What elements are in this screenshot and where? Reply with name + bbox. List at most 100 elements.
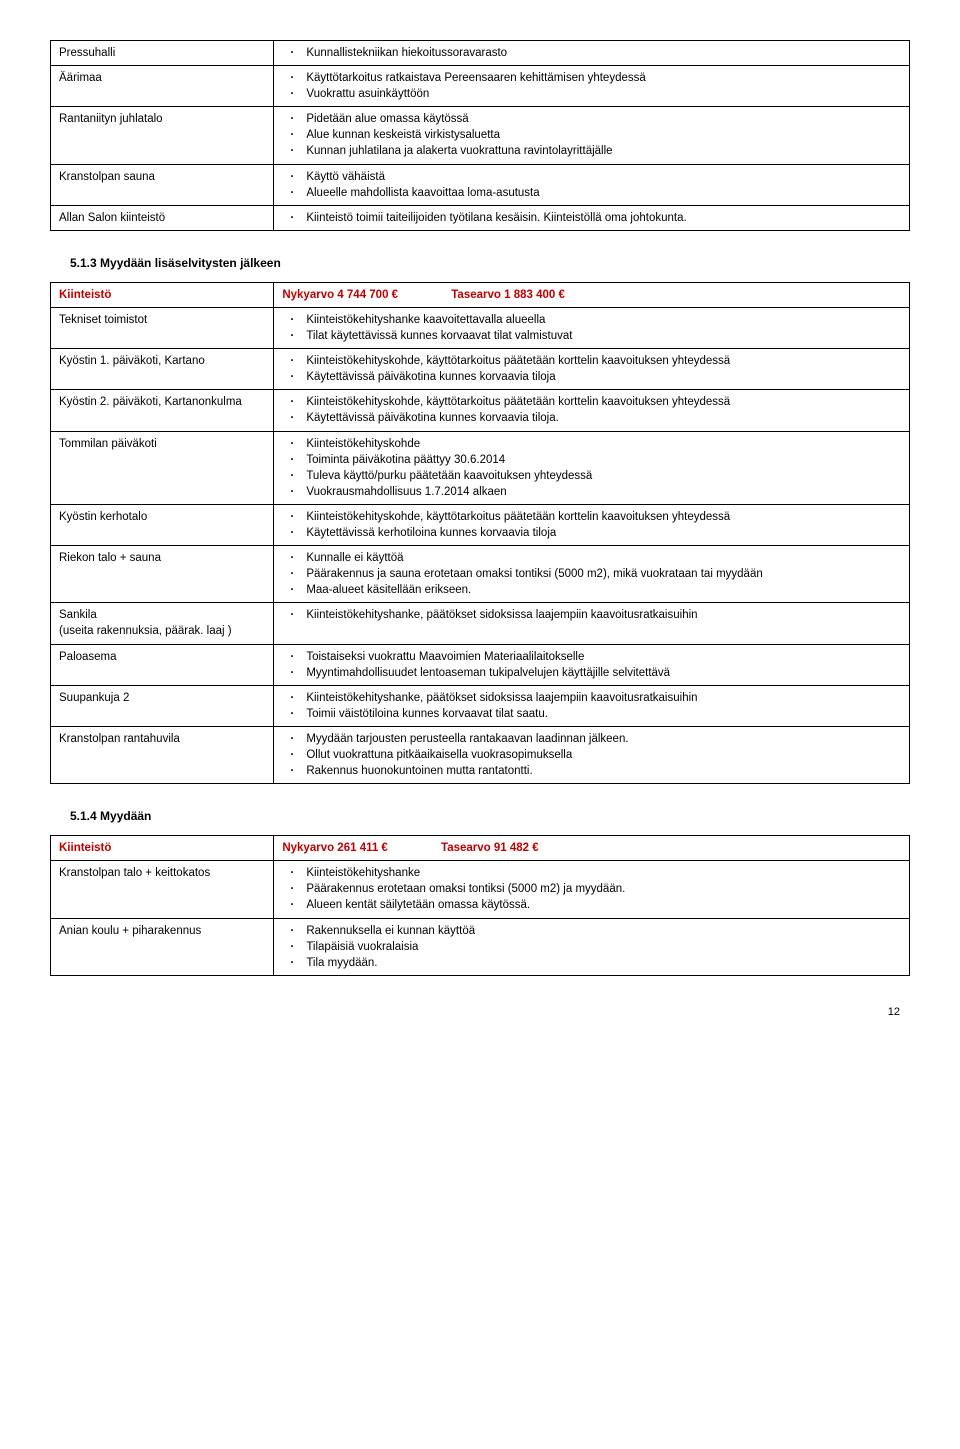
list-item: Alueelle mahdollista kaavoittaa loma-asu… [282, 185, 901, 201]
list-item: Kiinteistökehityskohde, käyttötarkoitus … [282, 394, 901, 410]
list-item: Kunnan juhlatilana ja alakerta vuokrattu… [282, 143, 901, 159]
header-nykyarvo: Nykyarvo 261 411 € [282, 842, 388, 854]
list-item: Pidetään alue omassa käytössä [282, 111, 901, 127]
table-row: Paloasema Toistaiseksi vuokrattu Maavoimi… [51, 644, 910, 685]
list-item: Käytettävissä päiväkotina kunnes korvaav… [282, 369, 901, 385]
list-item: Kiinteistö toimii taiteilijoiden työtila… [282, 210, 901, 226]
table-1: Pressuhalli Kunnallistekniikan hiekoituss… [50, 40, 910, 231]
table-row: Kranstolpan rantahuvila Myydään tarjouste… [51, 726, 910, 783]
list-item: Kiinteistökehityshanke kaavoitettavalla … [282, 312, 901, 328]
row-name-cell: Tekniset toimistot [51, 307, 274, 348]
header-label: Kiinteistö [59, 289, 111, 301]
list-item: Kunnallistekniikan hiekoitussoravarasto [282, 45, 901, 61]
row-items-cell: Kiinteistökehityshanke, päätökset sidoks… [274, 603, 910, 644]
list-item: Käyttö vähäistä [282, 169, 901, 185]
table-row: Kyöstin 1. päiväkoti, Kartano Kiinteistök… [51, 349, 910, 390]
list-item: Tuleva käyttö/purku päätetään kaavoituks… [282, 468, 901, 484]
list-item: Tilat käytettävissä kunnes korvaavat til… [282, 328, 901, 344]
list-item: Toimii väistötiloina kunnes korvaavat ti… [282, 706, 901, 722]
list-item: Käytettävissä päiväkotina kunnes korvaav… [282, 410, 901, 426]
list-item: Alueen kentät säilytetään omassa käytöss… [282, 897, 901, 913]
row-items-cell: Käyttötarkoitus ratkaistava Pereensaaren… [274, 66, 910, 107]
list-item: Kiinteistökehityskohde, käyttötarkoitus … [282, 509, 901, 525]
list-item: Käyttötarkoitus ratkaistava Pereensaaren… [282, 70, 901, 86]
list-item: Rakennus huonokuntoinen mutta rantatontt… [282, 763, 901, 779]
row-name-cell: Allan Salon kiinteistö [51, 205, 274, 230]
list-item: Kiinteistökehityshanke [282, 865, 901, 881]
table-514: Kiinteistö Nykyarvo 261 411 € Tasearvo 9… [50, 835, 910, 976]
list-item: Vuokrattu asuinkäyttöön [282, 86, 901, 102]
row-name-cell: Suupankuja 2 [51, 685, 274, 726]
table-row: Pressuhalli Kunnallistekniikan hiekoituss… [51, 41, 910, 66]
list-item: Tila myydään. [282, 955, 901, 971]
row-name-cell: Kranstolpan rantahuvila [51, 726, 274, 783]
row-items-cell: Käyttö vähäistäAlueelle mahdollista kaav… [274, 164, 910, 205]
row-name-cell: Pressuhalli [51, 41, 274, 66]
row-items-cell: Toistaiseksi vuokrattu Maavoimien Materi… [274, 644, 910, 685]
row-name-cell: Paloasema [51, 644, 274, 685]
table-row: Äärimaa Käyttötarkoitus ratkaistava Peree… [51, 66, 910, 107]
row-name-cell: Kyöstin 1. päiväkoti, Kartano [51, 349, 274, 390]
row-name-cell: Kyöstin 2. päiväkoti, Kartanonkulma [51, 390, 274, 431]
row-items-cell: Kiinteistökehityskohde, käyttötarkoitus … [274, 504, 910, 545]
row-name-cell: Tommilan päiväkoti [51, 431, 274, 504]
table-row: Anian koulu + piharakennusRakennuksella … [51, 918, 910, 975]
list-item: Myyntimahdollisuudet lentoaseman tukipal… [282, 665, 901, 681]
row-items-cell: Rakennuksella ei kunnan käyttöäTilapäisi… [274, 918, 910, 975]
header-tasearvo: Tasearvo 91 482 € [441, 840, 539, 856]
table-header-row: Kiinteistö Nykyarvo 4 744 700 € Tasearvo… [51, 282, 910, 307]
table-row: Rantaniityn juhlatalo Pidetään alue omass… [51, 107, 910, 164]
list-item: Toistaiseksi vuokrattu Maavoimien Materi… [282, 649, 901, 665]
list-item: Päärakennus erotetaan omaksi tontiksi (5… [282, 881, 901, 897]
row-items-cell: Myydään tarjousten perusteella rantakaav… [274, 726, 910, 783]
table-row: Tommilan päiväkotiKiinteistökehityskohde… [51, 431, 910, 504]
table-row: Suupankuja 2 Kiinteistökehityshanke, päät… [51, 685, 910, 726]
row-name-cell: Kranstolpan sauna [51, 164, 274, 205]
list-item: Vuokrausmahdollisuus 1.7.2014 alkaen [282, 484, 901, 500]
row-items-cell: Kiinteistökehityshanke kaavoitettavalla … [274, 307, 910, 348]
row-name-cell: Kranstolpan talo + keittokatos [51, 861, 274, 918]
table-row: Kyöstin 2. päiväkoti, Kartanonkulma Kiint… [51, 390, 910, 431]
table-row: Sankila(useita rakennuksia, päärak. laaj… [51, 603, 910, 644]
table-row: Allan Salon kiinteistö Kiinteistö toimii … [51, 205, 910, 230]
list-item: Kiinteistökehityshanke, päätökset sidoks… [282, 690, 901, 706]
list-item: Rakennuksella ei kunnan käyttöä [282, 923, 901, 939]
list-item: Kiinteistökehityshanke, päätökset sidoks… [282, 607, 901, 623]
row-items-cell: Kiinteistökehityskohde, käyttötarkoitus … [274, 390, 910, 431]
row-items-cell: KiinteistökehityshankePäärakennus erotet… [274, 861, 910, 918]
row-items-cell: Kiinteistökehityskohde, käyttötarkoitus … [274, 349, 910, 390]
list-item: Maa-alueet käsitellään erikseen. [282, 582, 901, 598]
list-item: Kiinteistökehityskohde [282, 436, 901, 452]
table-513: Kiinteistö Nykyarvo 4 744 700 € Tasearvo… [50, 282, 910, 784]
list-item: Tilapäisiä vuokralaisia [282, 939, 901, 955]
row-name-cell: Anian koulu + piharakennus [51, 918, 274, 975]
page-number: 12 [50, 1006, 910, 1018]
list-item: Käytettävissä kerhotiloina kunnes korvaa… [282, 525, 901, 541]
table-row: Tekniset toimistot Kiinteistökehityshanke… [51, 307, 910, 348]
table-row: Kranstolpan talo + keittokatosKiinteistö… [51, 861, 910, 918]
table-row: Kyöstin kerhotalo Kiinteistökehityskohde,… [51, 504, 910, 545]
heading-513: 5.1.3 Myydään lisäselvitysten jälkeen [70, 256, 910, 270]
row-name-cell: Äärimaa [51, 66, 274, 107]
list-item: Myydään tarjousten perusteella rantakaav… [282, 731, 901, 747]
header-nykyarvo: Nykyarvo 4 744 700 € [282, 289, 398, 301]
heading-514: 5.1.4 Myydään [70, 809, 910, 823]
table-row: Riekon talo + sauna Kunnalle ei käyttöäPä… [51, 546, 910, 603]
row-items-cell: Kiinteistökehityshanke, päätökset sidoks… [274, 685, 910, 726]
table-row: Kranstolpan saunaKäyttö vähäistäAlueelle… [51, 164, 910, 205]
row-items-cell: Kunnallistekniikan hiekoitussoravarasto [274, 41, 910, 66]
list-item: Kunnalle ei käyttöä [282, 550, 901, 566]
row-items-cell: KiinteistökehityskohdeToiminta päiväkoti… [274, 431, 910, 504]
list-item: Ollut vuokrattuna pitkäaikaisella vuokra… [282, 747, 901, 763]
table-header-row: Kiinteistö Nykyarvo 261 411 € Tasearvo 9… [51, 836, 910, 861]
list-item: Kiinteistökehityskohde, käyttötarkoitus … [282, 353, 901, 369]
row-name-cell: Sankila(useita rakennuksia, päärak. laaj… [51, 603, 274, 644]
row-name-cell: Kyöstin kerhotalo [51, 504, 274, 545]
header-label: Kiinteistö [59, 842, 111, 854]
row-name-cell: Riekon talo + sauna [51, 546, 274, 603]
list-item: Toiminta päiväkotina päättyy 30.6.2014 [282, 452, 901, 468]
row-items-cell: Kiinteistö toimii taiteilijoiden työtila… [274, 205, 910, 230]
header-tasearvo: Tasearvo 1 883 400 € [451, 287, 565, 303]
row-name-cell: Rantaniityn juhlatalo [51, 107, 274, 164]
list-item: Päärakennus ja sauna erotetaan omaksi to… [282, 566, 901, 582]
